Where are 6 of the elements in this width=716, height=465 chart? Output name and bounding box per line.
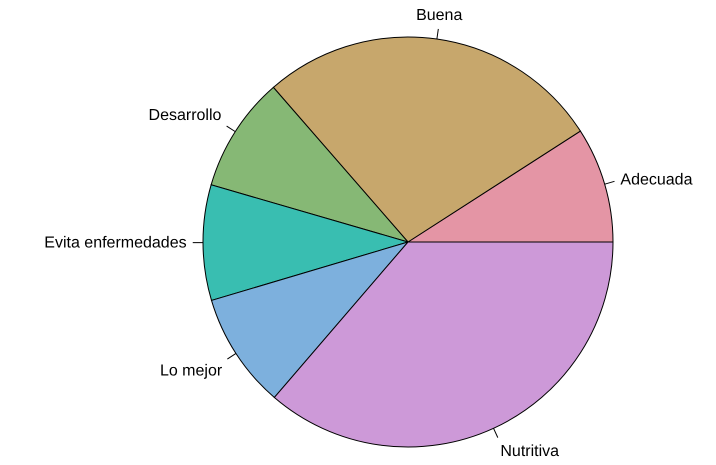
slice-label: Evita enfermedades [44,234,187,252]
slice-label: Desarrollo [148,106,222,124]
slice-label: Lo mejor [160,362,223,380]
slice-label: Adecuada [620,172,693,189]
slice-label: Buena [416,6,462,24]
slice-label: Nutritiva [500,443,560,460]
